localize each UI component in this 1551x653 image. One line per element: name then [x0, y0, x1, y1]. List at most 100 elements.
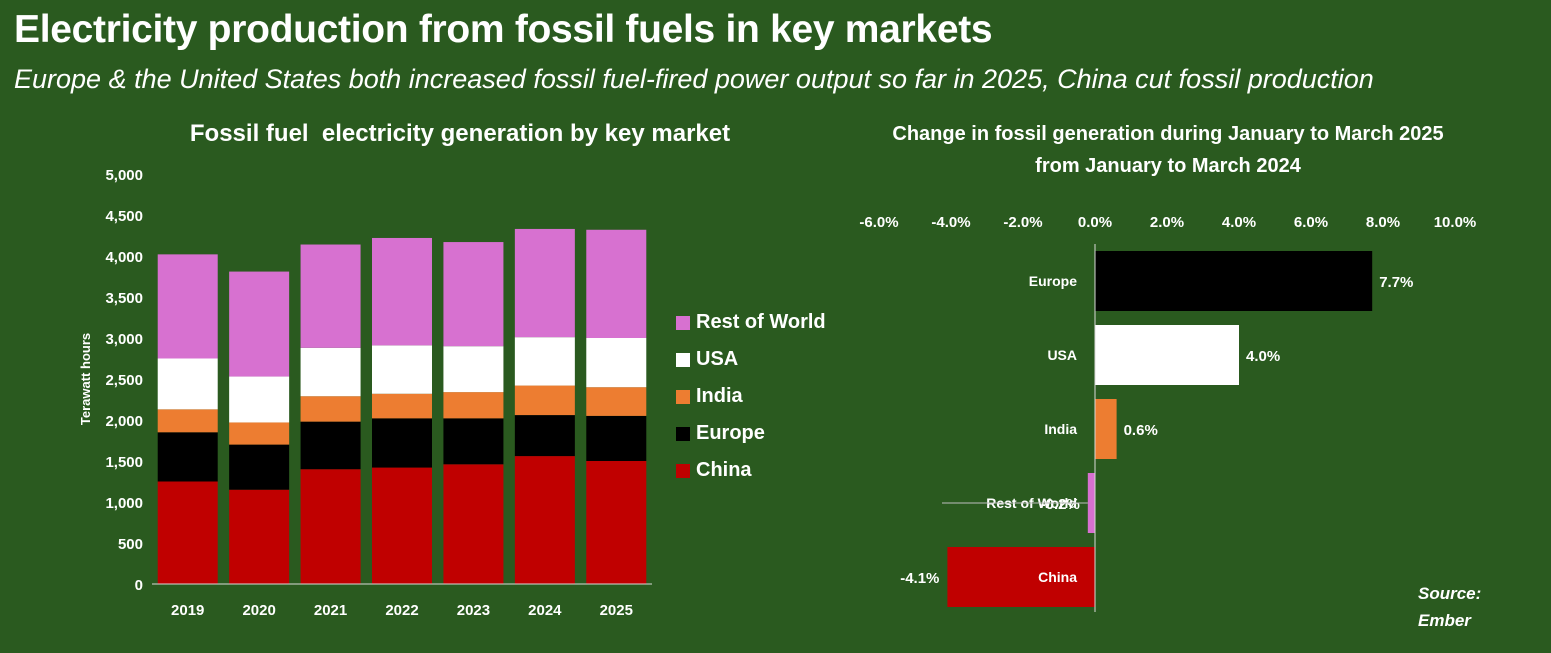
source-value: Ember — [1418, 611, 1471, 630]
legend-swatch — [676, 426, 690, 441]
bar-segment-india — [300, 396, 361, 422]
x-tick-label: 10.0% — [1434, 214, 1477, 231]
bar-segment-china — [300, 469, 361, 584]
bar-segment-china — [229, 489, 290, 584]
data-label: -0.2% — [1041, 496, 1080, 513]
bar-segment-rest-of-world — [514, 228, 575, 338]
legend-label: India — [696, 385, 743, 407]
bar-segment-usa — [514, 337, 575, 386]
bar-segment-usa — [229, 376, 290, 423]
x-tick-label: 2023 — [457, 602, 490, 619]
legend-swatch — [676, 315, 690, 330]
bar-europe — [1095, 251, 1373, 311]
bar-segment-rest-of-world — [229, 271, 290, 377]
legend-item: USA — [676, 341, 826, 378]
bar-china — [947, 547, 1095, 607]
bar-usa — [1095, 325, 1239, 385]
x-tick-label: 2019 — [171, 602, 204, 619]
bar-segment-europe — [443, 418, 504, 465]
legend-item: Rest of World — [676, 304, 826, 341]
stacked-chart-title: Fossil fuel electricity generation by ke… — [189, 120, 731, 147]
x-tick-label: 2024 — [528, 602, 562, 619]
bar-segment-china — [443, 464, 504, 584]
data-label: 4.0% — [1246, 348, 1280, 365]
bar-segment-china — [157, 481, 218, 584]
x-tick-label: 2021 — [314, 602, 347, 619]
stacked-chart-legend: Rest of World USA India Europe China — [676, 304, 826, 489]
category-label: USA — [1047, 347, 1077, 363]
y-tick-label: 500 — [118, 536, 143, 553]
bar-segment-china — [514, 456, 575, 584]
category-label: China — [1038, 569, 1077, 585]
source-label: Source: — [1418, 584, 1482, 603]
legend-item: China — [676, 452, 826, 489]
category-label: India — [1044, 421, 1077, 437]
bar-segment-india — [229, 422, 290, 445]
x-tick-label: 2020 — [242, 602, 275, 619]
x-tick-label: 2025 — [600, 602, 633, 619]
bar-segment-europe — [300, 421, 361, 470]
bar-segment-europe — [514, 415, 575, 457]
data-label: 0.6% — [1124, 422, 1158, 439]
y-tick-label: 2,000 — [105, 413, 143, 430]
y-tick-label: 4,500 — [105, 208, 143, 225]
y-tick-label: 3,500 — [105, 290, 143, 307]
bar-segment-usa — [586, 338, 647, 388]
x-tick-label: 6.0% — [1294, 214, 1328, 231]
legend-label: Rest of World — [696, 311, 826, 333]
bar-segment-india — [514, 385, 575, 416]
legend-swatch — [676, 463, 690, 478]
legend-swatch — [676, 389, 690, 404]
x-tick-label: 8.0% — [1366, 214, 1400, 231]
legend-label: China — [696, 459, 752, 481]
bar-segment-europe — [372, 418, 432, 468]
bar-segment-europe — [157, 432, 218, 482]
data-label: -4.1% — [900, 570, 939, 587]
bar-segment-usa — [443, 346, 504, 393]
x-tick-label: -6.0% — [859, 214, 898, 231]
bar-segment-rest-of-world — [372, 237, 432, 346]
bar-segment-india — [586, 387, 647, 416]
data-label: 7.7% — [1379, 274, 1413, 291]
bar-segment-europe — [229, 444, 290, 490]
bar-segment-rest-of-world — [157, 254, 218, 359]
change-chart-title: Change in fossil generation during Janua… — [892, 123, 1444, 177]
bar-segment-usa — [372, 345, 432, 394]
bar-segment-india — [372, 393, 432, 419]
x-tick-label: 0.0% — [1078, 214, 1112, 231]
x-tick-label: 2022 — [385, 602, 418, 619]
x-tick-label: -4.0% — [931, 214, 970, 231]
bar-segment-rest-of-world — [586, 229, 647, 338]
x-tick-label: 2.0% — [1150, 214, 1184, 231]
y-tick-label: 5,000 — [105, 167, 143, 184]
y-axis-label: Terawatt hours — [78, 333, 93, 425]
bar-segment-china — [372, 467, 432, 584]
legend-item: Europe — [676, 415, 826, 452]
bar-segment-china — [586, 461, 647, 584]
bar-segment-usa — [300, 347, 361, 397]
bar-segment-india — [157, 409, 218, 433]
y-tick-label: 1,000 — [105, 495, 143, 512]
bar-segment-usa — [157, 358, 218, 410]
y-tick-label: 3,000 — [105, 331, 143, 348]
legend-label: USA — [696, 348, 739, 370]
category-label: Europe — [1029, 273, 1077, 289]
y-tick-label: 1,500 — [105, 454, 143, 471]
y-tick-label: 0 — [135, 577, 143, 594]
bar-india — [1095, 399, 1117, 459]
x-tick-label: 4.0% — [1222, 214, 1256, 231]
bar-segment-rest-of-world — [300, 244, 361, 348]
legend-swatch — [676, 352, 690, 367]
page-subtitle: Europe & the United States both increase… — [14, 64, 1374, 94]
bar-segment-rest-of-world — [443, 242, 504, 347]
x-tick-label: -2.0% — [1003, 214, 1042, 231]
bar-rest-of-world — [1087, 473, 1095, 533]
bar-segment-europe — [586, 415, 647, 461]
y-tick-label: 2,500 — [105, 372, 143, 389]
legend-label: Europe — [696, 422, 765, 444]
y-tick-label: 4,000 — [105, 249, 143, 266]
legend-item: India — [676, 378, 826, 415]
bar-segment-india — [443, 392, 504, 419]
page-title: Electricity production from fossil fuels… — [14, 8, 993, 51]
